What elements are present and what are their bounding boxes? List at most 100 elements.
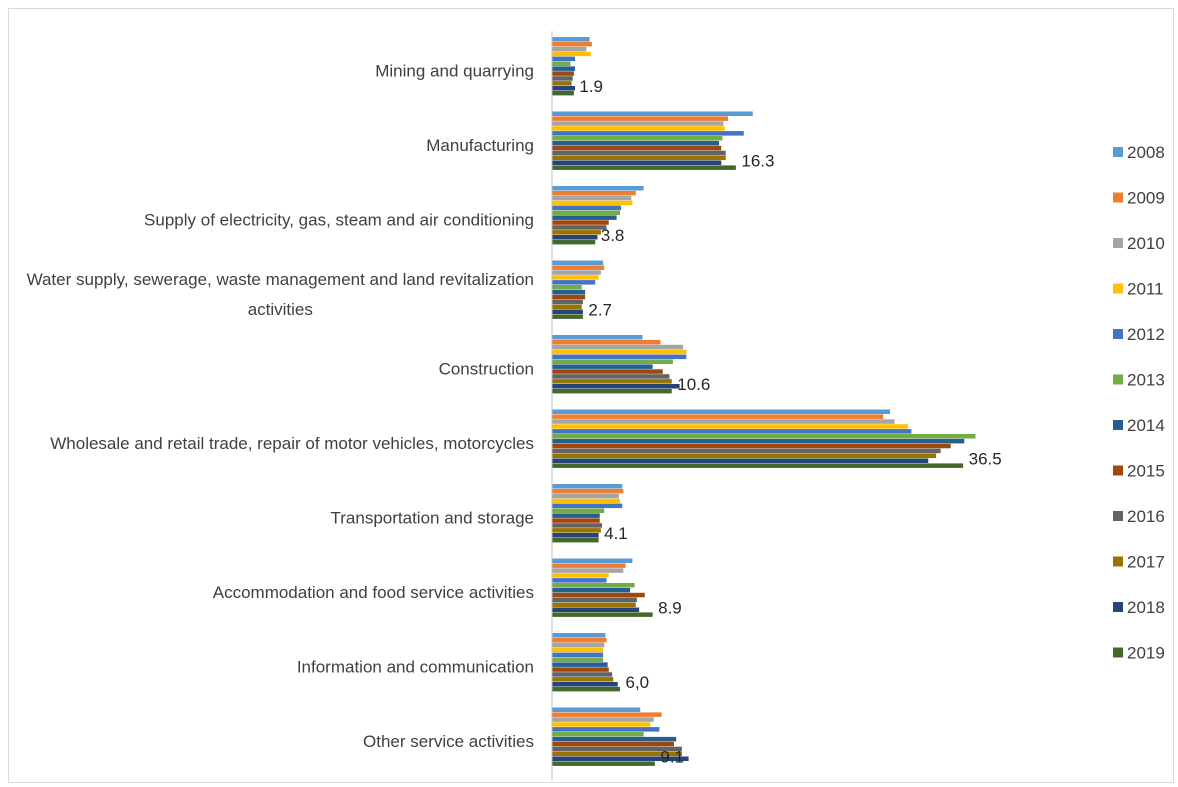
bar-2013-category-8 [552,583,635,588]
legend-swatch-2009 [1113,192,1123,203]
bar-2010-category-7 [552,493,619,499]
bar-2012-category-2 [552,131,744,136]
bar-2018-category-9 [552,682,618,687]
category-label: Wholesale and retail trade, repair of mo… [50,434,534,453]
data-label-2019: 9.1 [660,747,684,766]
bar-2012-category-6 [552,429,912,434]
bar-2016-category-7 [552,523,602,528]
data-label-2019: 4.1 [604,524,628,543]
bar-2011-category-6 [552,424,908,429]
bar-2019-category-3 [552,239,596,245]
bar-2015-category-7 [552,518,600,523]
bar-2015-category-3 [552,220,609,225]
legend: 2008 2009 2010 2011 2012 2013 2014 2015 2016 2017… [1113,143,1165,663]
bar-2016-category-6 [552,448,941,454]
legend-swatch-2019 [1113,647,1123,658]
bar-2015-category-6 [552,443,951,449]
bar-2013-category-4 [552,285,582,290]
bar-2010-category-9 [552,642,605,648]
bar-2017-category-4 [552,304,582,310]
bar-2016-category-5 [552,374,670,379]
bar-2012-category-5 [552,354,687,360]
data-label-2019: 3.8 [601,226,625,245]
bar-2009-category-4 [552,265,605,270]
bar-2017-category-10 [552,751,682,757]
legend-swatch-2012 [1113,329,1123,339]
legend-label-2012: 2012 [1127,325,1165,344]
bar-2009-category-3 [552,190,636,196]
bar-2013-category-5 [552,359,673,364]
category-label: Mining and quarrying [375,61,534,80]
bar-2013-category-7 [552,508,605,513]
bar-2014-category-4 [552,289,586,295]
bar-2011-category-2 [552,126,725,131]
legend-label-2015: 2015 [1127,462,1165,481]
bar-2019-category-6 [552,463,964,468]
legend-swatch-2017 [1113,556,1123,567]
bar-2019-category-4 [552,314,583,319]
legend-label-2014: 2014 [1127,416,1165,435]
bar-2008-category-5 [552,335,643,340]
bar-2019-category-2 [552,165,736,170]
bar-2009-category-6 [552,414,884,419]
bar-2013-category-10 [552,732,644,737]
legend-swatch-2010 [1113,238,1123,248]
data-label-2019: 10.6 [677,375,710,394]
category-label: Supply of electricity, gas, steam and ai… [144,210,534,229]
chart-frame [8,8,1174,783]
bar-2016-category-4 [552,299,583,305]
bar-2014-category-5 [552,364,653,369]
bar-2013-category-9 [552,657,604,662]
bar-2016-category-10 [552,746,682,752]
bar-2019-category-7 [552,537,599,543]
bar-2011-category-9 [552,647,604,653]
bar-2016-category-1 [552,76,573,81]
bar-2011-category-4 [552,275,599,280]
bar-2016-category-3 [552,225,607,230]
bar-2018-category-1 [552,86,575,91]
bar-2008-category-4 [552,260,604,265]
bars-group [552,37,976,766]
bar-2019-category-1 [552,90,574,96]
bar-2017-category-2 [552,155,726,161]
bar-2009-category-1 [552,41,592,47]
bar-2010-category-2 [552,121,724,126]
bar-2013-category-2 [552,136,723,141]
bar-2014-category-9 [552,662,608,667]
data-label-2019: 16.3 [741,151,774,170]
bar-2017-category-6 [552,453,937,459]
bar-2019-category-8 [552,612,653,617]
legend-label-2019: 2019 [1127,644,1165,663]
data-label-2019: 6,0 [626,673,650,692]
category-label: Other service activities [363,732,534,751]
bar-2008-category-9 [552,633,606,638]
bar-2015-category-10 [552,741,674,747]
category-label: Transportation and storage [331,508,535,527]
bar-2018-category-7 [552,533,599,538]
bar-2010-category-5 [552,344,683,350]
bar-2013-category-1 [552,61,571,66]
bar-2012-category-7 [552,503,623,509]
legend-swatch-2015 [1113,465,1123,476]
bar-2008-category-7 [552,484,623,489]
bar-2011-category-10 [552,722,651,727]
bar-2013-category-6 [552,434,976,439]
bar-2010-category-8 [552,568,624,573]
bar-2019-category-10 [552,761,655,766]
bar-2015-category-5 [552,369,663,374]
legend-label-2017: 2017 [1127,553,1165,572]
legend-swatch-2013 [1113,374,1123,385]
bar-2015-category-1 [552,71,574,76]
legend-swatch-2014 [1113,420,1123,430]
bar-2014-category-1 [552,66,575,71]
bar-2008-category-2 [552,111,753,116]
data-label-2019: 2.7 [588,300,612,319]
bar-2012-category-3 [552,205,622,211]
bar-2010-category-6 [552,419,895,424]
bar-2009-category-7 [552,488,624,494]
legend-label-2009: 2009 [1127,189,1165,208]
bar-2017-category-1 [552,81,572,86]
bar-2014-category-7 [552,513,600,518]
legend-label-2013: 2013 [1127,371,1165,390]
